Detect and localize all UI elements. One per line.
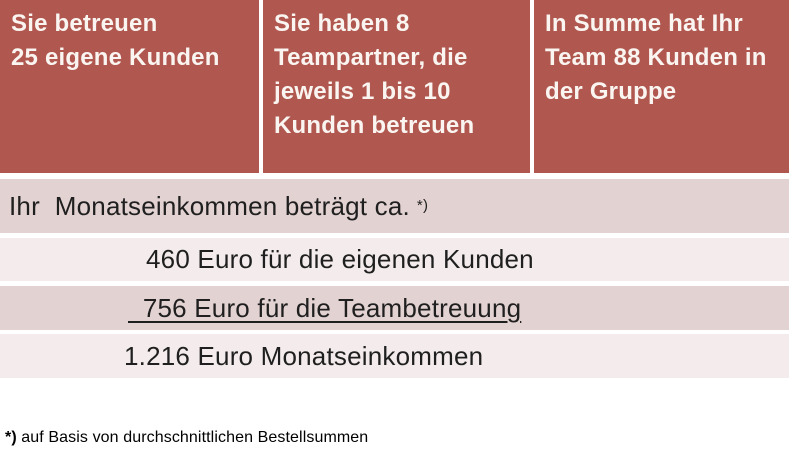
header-cell-own-customers: Sie betreuen 25 eigene Kunden — [0, 0, 259, 173]
header-cell-team-partners-text: Sie haben 8 Teampartner, die jeweils 1 b… — [274, 10, 475, 139]
header-cell-group-total: In Summe hat Ihr Team 88 Kunden in der G… — [534, 0, 789, 173]
income-row-monthly-total: 1.216 Euro Monatseinkommen — [0, 334, 789, 378]
income-heading-text: Ihr Monatseinkommen beträgt ca. — [9, 190, 410, 221]
income-row-monthly-total-text: 1.216 Euro Monatseinkommen — [124, 340, 484, 371]
header-cell-group-total-text: In Summe hat Ihr Team 88 Kunden in der G… — [545, 10, 767, 105]
footnote: *) auf Basis von durchschnittlichen Best… — [5, 429, 368, 447]
income-row-team-care-text: 756 Euro für die Teambetreuung — [128, 292, 522, 323]
income-row-own-customers-text: 460 Euro für die eigenen Kunden — [146, 244, 534, 274]
income-table: Ihr Monatseinkommen beträgt ca. *) 460 Eu… — [0, 179, 789, 378]
footnote-text: auf Basis von durchschnittlichen Bestell… — [16, 429, 369, 446]
income-row-team-care: 756 Euro für die Teambetreuung — [0, 286, 789, 330]
income-row-own-customers: 460 Euro für die eigenen Kunden — [0, 238, 789, 281]
income-heading-row: Ihr Monatseinkommen beträgt ca. *) — [0, 179, 789, 233]
header-cell-team-partners: Sie haben 8 Teampartner, die jeweils 1 b… — [263, 0, 530, 173]
footnote-marker: *) — [5, 429, 17, 446]
header-cell-own-customers-text: Sie betreuen 25 eigene Kunden — [11, 10, 220, 71]
header-row: Sie betreuen 25 eigene Kunden Sie haben … — [0, 0, 789, 173]
